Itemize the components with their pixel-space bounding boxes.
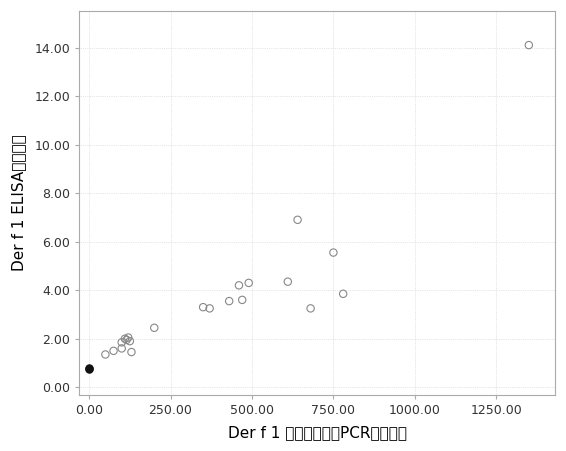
X-axis label: Der f 1 实时荧光定量PCR检测结果: Der f 1 实时荧光定量PCR检测结果 — [228, 425, 406, 440]
Point — [101, 351, 110, 358]
Point — [524, 41, 533, 49]
Point — [124, 334, 133, 341]
Point — [84, 365, 93, 373]
Point — [338, 290, 348, 297]
Point — [234, 282, 243, 289]
Point — [225, 298, 234, 305]
Point — [109, 347, 118, 354]
Point — [329, 249, 338, 256]
Point — [199, 304, 208, 311]
Point — [244, 279, 253, 286]
Point — [125, 337, 134, 345]
Point — [121, 335, 130, 342]
Point — [117, 339, 126, 346]
Point — [306, 305, 315, 312]
Point — [122, 336, 131, 344]
Point — [117, 345, 126, 352]
Point — [84, 364, 93, 372]
Y-axis label: Der f 1 ELISA检测结果: Der f 1 ELISA检测结果 — [11, 134, 26, 271]
Point — [127, 349, 136, 356]
Point — [238, 296, 247, 304]
Point — [205, 305, 214, 312]
Point — [150, 324, 159, 331]
Point — [293, 216, 302, 223]
Point — [283, 278, 292, 285]
